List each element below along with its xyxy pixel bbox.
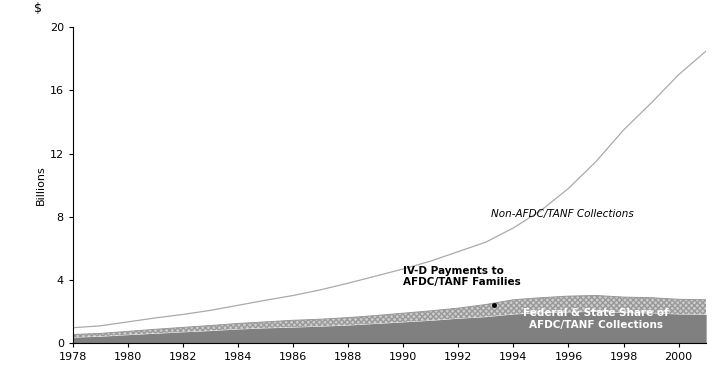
Text: Federal & State Share of
AFDC/TANF Collections: Federal & State Share of AFDC/TANF Colle… [523,308,669,330]
Text: IV-D Payments to
AFDC/TANF Families: IV-D Payments to AFDC/TANF Families [403,266,521,287]
Text: Non-AFDC/TANF Collections: Non-AFDC/TANF Collections [491,209,634,219]
Y-axis label: Billions: Billions [36,165,45,205]
Text: $: $ [34,2,42,15]
